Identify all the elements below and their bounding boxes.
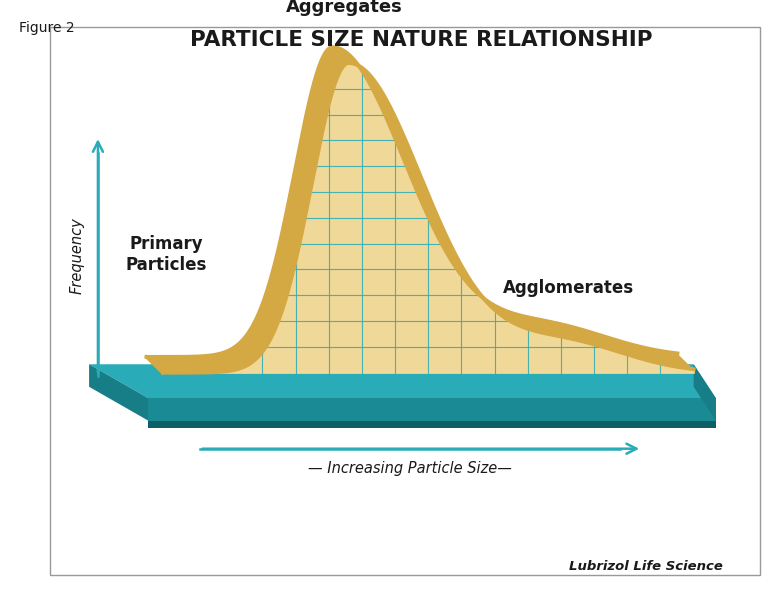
Text: Primary
Particles: Primary Particles [126,235,207,274]
Text: Agglomerates: Agglomerates [503,279,634,297]
Text: — Increasing Particle Size—: — Increasing Particle Size— [308,461,511,476]
Text: Aggregates: Aggregates [286,0,402,16]
Polygon shape [148,420,716,428]
Polygon shape [89,364,716,398]
Polygon shape [694,364,716,420]
Text: Lubrizol Life Science: Lubrizol Life Science [569,561,723,573]
Text: PARTICLE SIZE NATURE RELATIONSHIP: PARTICLE SIZE NATURE RELATIONSHIP [190,31,652,50]
Text: Frequency: Frequency [70,217,84,294]
Polygon shape [148,398,716,420]
Polygon shape [89,364,148,420]
Polygon shape [147,47,692,373]
Text: Figure 2: Figure 2 [19,21,74,35]
